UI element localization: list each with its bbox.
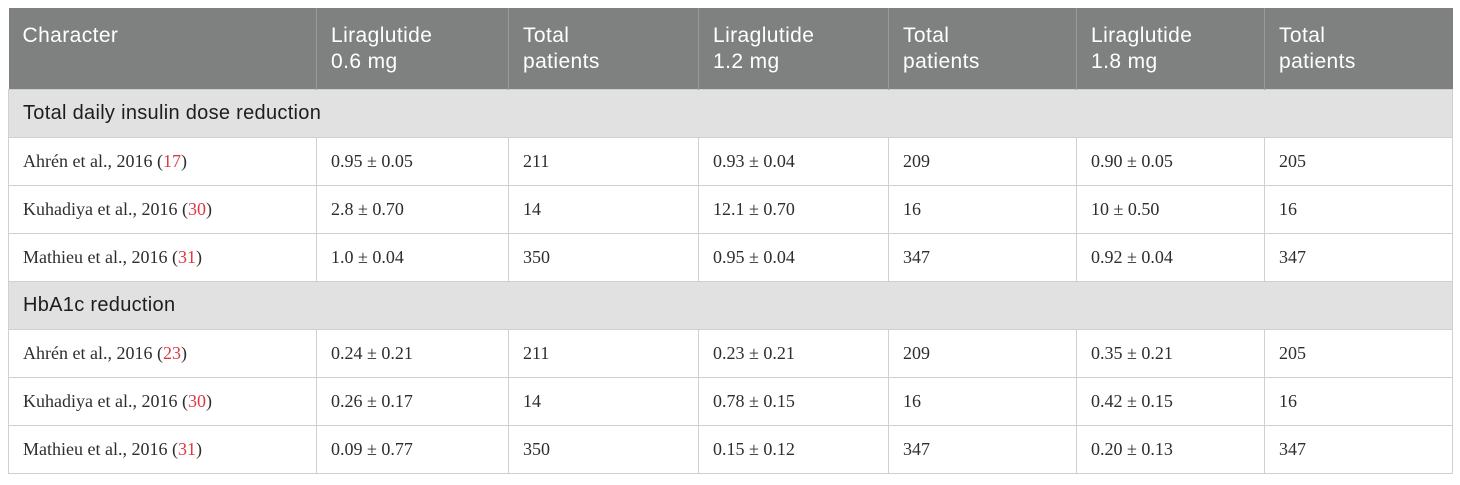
- citation-paren-open: (: [177, 390, 188, 411]
- value-cell: 350: [508, 424, 699, 474]
- value-cell: 0.15 ± 0.12: [698, 424, 889, 474]
- study-citation: Ahrén et al., 2016: [23, 150, 153, 171]
- value-cell: 0.20 ± 0.13: [1076, 424, 1265, 474]
- value-cell: 0.93 ± 0.04: [698, 136, 889, 186]
- value-cell: 16: [888, 184, 1077, 234]
- value-cell: 350: [508, 232, 699, 282]
- value-cell: 14: [508, 184, 699, 234]
- citation-paren-open: (: [177, 198, 188, 219]
- study-citation: Mathieu et al., 2016: [23, 246, 168, 267]
- value-cell: 0.90 ± 0.05: [1076, 136, 1265, 186]
- citation-ref-number[interactable]: 23: [162, 342, 181, 363]
- header-row: Character Liraglutide 0.6 mg Total patie…: [8, 8, 1453, 89]
- value-cell: 209: [888, 136, 1077, 186]
- value-cell: 16: [888, 376, 1077, 426]
- value-cell: 347: [888, 232, 1077, 282]
- citation-ref-number[interactable]: 30: [187, 198, 206, 219]
- citation-paren-open: (: [152, 342, 163, 363]
- value-cell: 0.42 ± 0.15: [1076, 376, 1265, 426]
- study-row: Kuhadiya et al., 2016 (30) 2.8 ± 0.70 14 1…: [8, 184, 1453, 234]
- value-cell: 0.92 ± 0.04: [1076, 232, 1265, 282]
- value-cell: 2.8 ± 0.70: [316, 184, 509, 234]
- study-citation: Mathieu et al., 2016: [23, 438, 168, 459]
- study-cell: Kuhadiya et al., 2016 (30): [8, 376, 317, 426]
- citation-paren-close: ): [195, 438, 202, 459]
- citation-paren-close: ): [180, 342, 187, 363]
- section-header-row: HbA1c reduction: [8, 280, 1453, 330]
- study-cell: Kuhadiya et al., 2016 (30): [8, 184, 317, 234]
- value-cell: 347: [888, 424, 1077, 474]
- value-cell: 0.95 ± 0.04: [698, 232, 889, 282]
- citation-ref-number[interactable]: 17: [162, 150, 181, 171]
- citation-ref-number[interactable]: 30: [187, 390, 206, 411]
- value-cell: 0.24 ± 0.21: [316, 328, 509, 378]
- column-header-liraglutide-1-2mg: Liraglutide 1.2 mg: [698, 8, 889, 89]
- value-cell: 14: [508, 376, 699, 426]
- column-header-total-patients-3: Total patients: [1264, 8, 1453, 89]
- value-cell: 0.09 ± 0.77: [316, 424, 509, 474]
- citation-paren-close: ): [205, 390, 212, 411]
- value-cell: 209: [888, 328, 1077, 378]
- value-cell: 347: [1264, 232, 1453, 282]
- citation-paren-open: (: [167, 246, 178, 267]
- section-title: HbA1c reduction: [8, 280, 1453, 330]
- study-row: Ahrén et al., 2016 (17) 0.95 ± 0.05 211 0.…: [8, 136, 1453, 186]
- study-cell: Ahrén et al., 2016 (17): [8, 136, 317, 186]
- citation-paren-close: ): [205, 198, 212, 219]
- study-row: Mathieu et al., 2016 (31) 0.09 ± 0.77 350…: [8, 424, 1453, 474]
- study-cell: Mathieu et al., 2016 (31): [8, 424, 317, 474]
- section-title: Total daily insulin dose reduction: [8, 88, 1453, 138]
- value-cell: 211: [508, 328, 699, 378]
- citation-ref-number[interactable]: 31: [177, 438, 196, 459]
- liraglutide-outcomes-table: Character Liraglutide 0.6 mg Total patie…: [8, 8, 1453, 474]
- study-cell: Ahrén et al., 2016 (23): [8, 328, 317, 378]
- value-cell: 347: [1264, 424, 1453, 474]
- study-citation: Ahrén et al., 2016: [23, 342, 153, 363]
- study-cell: Mathieu et al., 2016 (31): [8, 232, 317, 282]
- citation-paren-open: (: [167, 438, 178, 459]
- study-citation: Kuhadiya et al., 2016: [23, 390, 178, 411]
- study-row: Mathieu et al., 2016 (31) 1.0 ± 0.04 350 0…: [8, 232, 1453, 282]
- column-header-liraglutide-0-6mg: Liraglutide 0.6 mg: [316, 8, 509, 89]
- column-header-total-patients-2: Total patients: [888, 8, 1077, 89]
- citation-paren-open: (: [152, 150, 163, 171]
- value-cell: 0.23 ± 0.21: [698, 328, 889, 378]
- column-header-character: Character: [8, 8, 317, 89]
- study-row: Ahrén et al., 2016 (23) 0.24 ± 0.21 211 0.…: [8, 328, 1453, 378]
- value-cell: 16: [1264, 184, 1453, 234]
- value-cell: 205: [1264, 136, 1453, 186]
- value-cell: 205: [1264, 328, 1453, 378]
- citation-paren-close: ): [195, 246, 202, 267]
- column-header-total-patients-1: Total patients: [508, 8, 699, 89]
- value-cell: 211: [508, 136, 699, 186]
- study-row: Kuhadiya et al., 2016 (30) 0.26 ± 0.17 14…: [8, 376, 1453, 426]
- citation-ref-number[interactable]: 31: [177, 246, 196, 267]
- value-cell: 16: [1264, 376, 1453, 426]
- section-header-row: Total daily insulin dose reduction: [8, 88, 1453, 138]
- column-header-liraglutide-1-8mg: Liraglutide 1.8 mg: [1076, 8, 1265, 89]
- value-cell: 12.1 ± 0.70: [698, 184, 889, 234]
- value-cell: 0.95 ± 0.05: [316, 136, 509, 186]
- value-cell: 10 ± 0.50: [1076, 184, 1265, 234]
- citation-paren-close: ): [180, 150, 187, 171]
- study-citation: Kuhadiya et al., 2016: [23, 198, 178, 219]
- value-cell: 0.35 ± 0.21: [1076, 328, 1265, 378]
- value-cell: 1.0 ± 0.04: [316, 232, 509, 282]
- value-cell: 0.78 ± 0.15: [698, 376, 889, 426]
- value-cell: 0.26 ± 0.17: [316, 376, 509, 426]
